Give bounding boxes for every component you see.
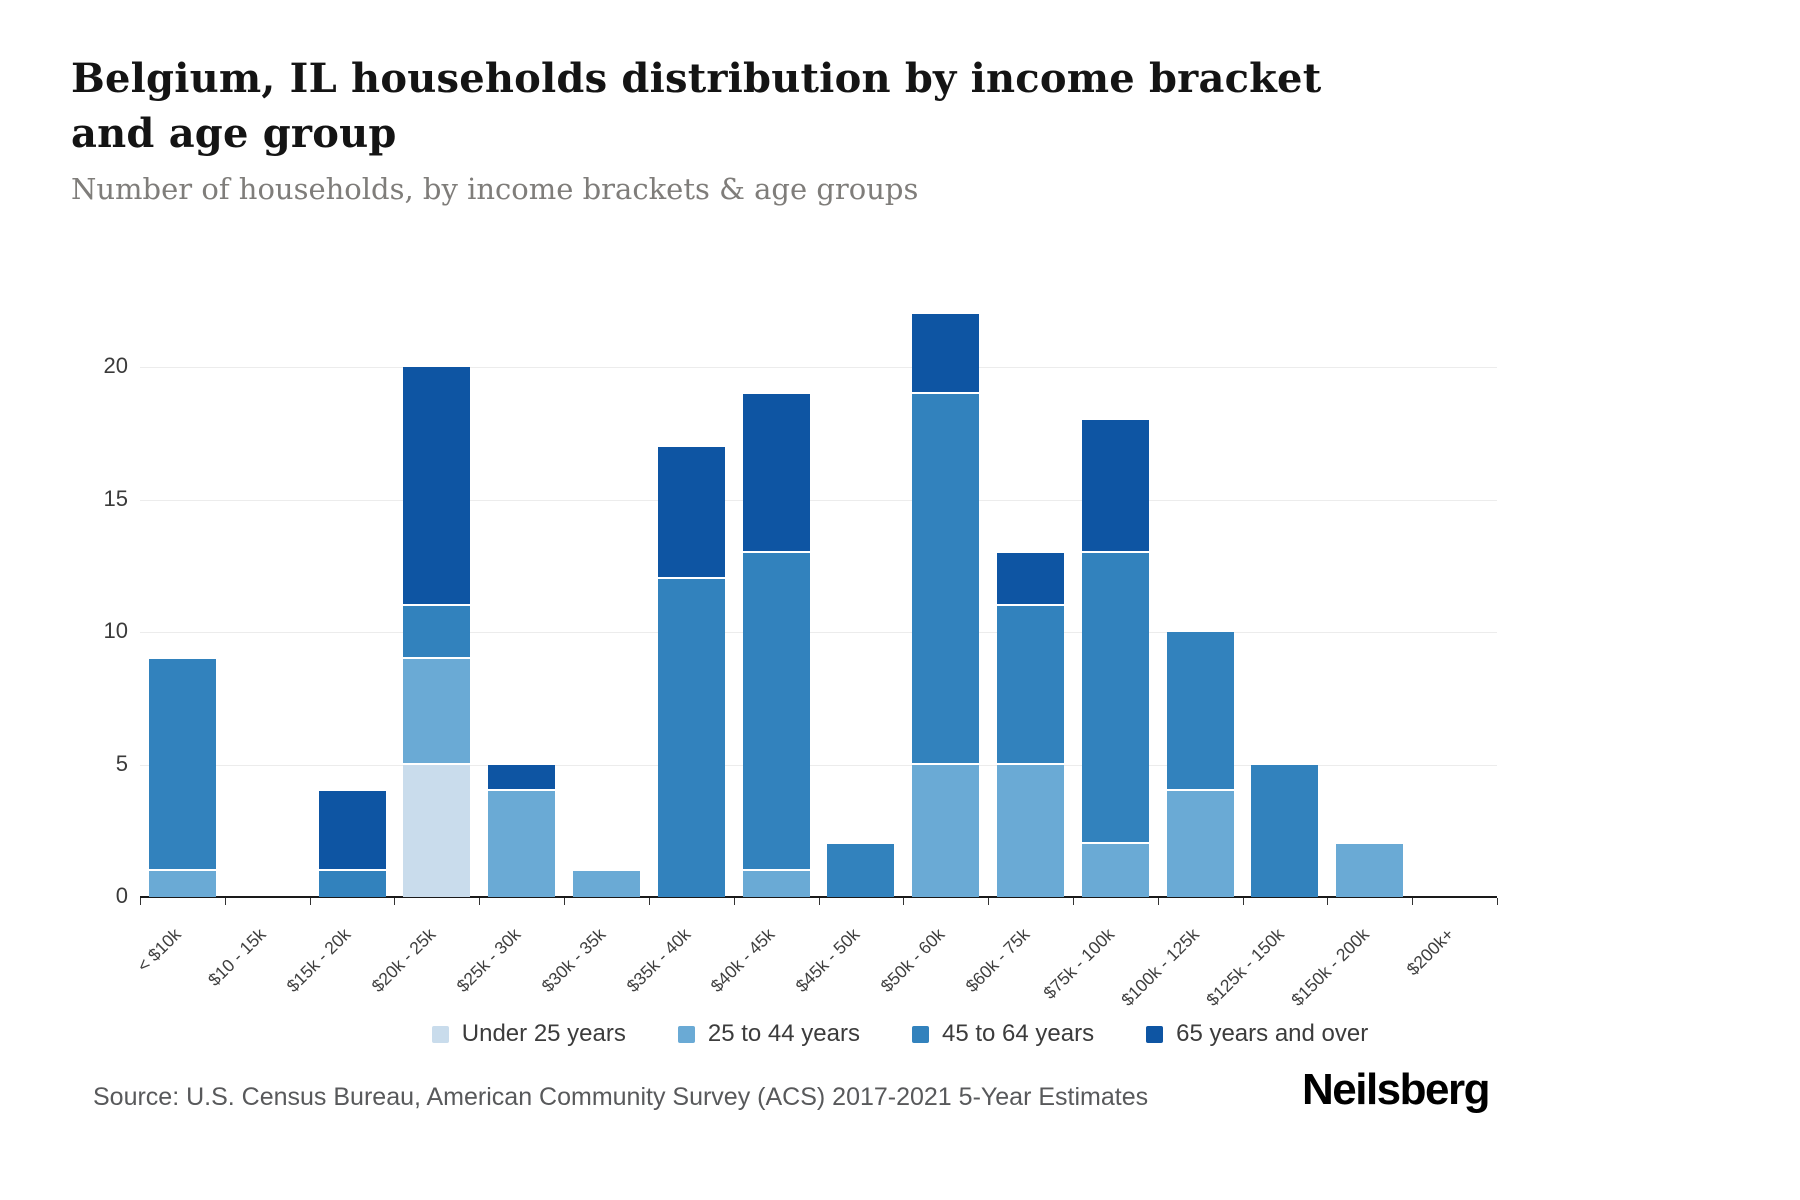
bar-segment[interactable]	[403, 605, 471, 659]
y-axis-tick-label: 20	[103, 353, 128, 378]
x-axis-tick-label: $20k - 25k	[367, 924, 440, 997]
bar-segment[interactable]	[1081, 420, 1149, 553]
legend-label: 65 years and over	[1176, 1020, 1369, 1047]
bar-segment[interactable]	[1336, 844, 1404, 897]
source-note: Source: U.S. Census Bureau, American Com…	[93, 1083, 1149, 1111]
x-axis-tick-label: $15k - 20k	[282, 924, 355, 997]
y-axis-tick-label: 10	[103, 618, 128, 643]
gridline	[140, 764, 1497, 766]
bar-segment[interactable]	[318, 870, 386, 897]
bar-segment[interactable]	[997, 552, 1065, 606]
x-axis-tick	[309, 898, 311, 905]
bar-segment[interactable]	[1081, 844, 1149, 897]
x-axis-tick	[479, 898, 481, 905]
bar-segment[interactable]	[742, 393, 810, 553]
bar-segment[interactable]	[997, 764, 1065, 897]
x-axis-tick	[733, 898, 735, 905]
bar-segment[interactable]	[912, 393, 980, 765]
neilsberg-logo: Neilsberg	[1301, 1065, 1491, 1114]
bar-segment[interactable]	[403, 658, 471, 765]
x-axis-tick-label: $75k - 100k	[1039, 924, 1119, 1003]
bar-segment[interactable]	[403, 764, 471, 897]
x-axis-tick-label: $25k - 30k	[452, 924, 525, 997]
x-axis-tick	[394, 898, 396, 905]
x-axis-tick	[1242, 898, 1244, 905]
legend-swatch-icon	[1146, 1025, 1164, 1043]
x-axis-tick-label: $100k - 125k	[1117, 924, 1203, 1010]
bar-segment[interactable]	[318, 791, 386, 871]
bar-segment[interactable]	[657, 446, 725, 579]
bar-segment[interactable]	[403, 367, 471, 606]
gridline	[140, 367, 1497, 368]
x-axis-tick-label: $50k - 60k	[876, 924, 949, 997]
x-axis-tick	[1497, 898, 1498, 905]
x-axis-tick	[564, 898, 566, 905]
x-axis-tick	[1157, 898, 1159, 905]
x-axis-tick-label: $150k - 200k	[1286, 924, 1373, 1010]
bar-segment[interactable]	[1166, 791, 1234, 897]
legend-label: 25 to 44 years	[707, 1020, 860, 1047]
legend-item[interactable]: 45 to 64 years	[911, 1020, 1095, 1048]
x-axis-tick	[140, 898, 141, 905]
legend-label: Under 25 years	[461, 1020, 626, 1047]
bar-segment[interactable]	[1166, 632, 1234, 791]
bar-segment[interactable]	[827, 844, 895, 897]
legend-swatch-icon	[677, 1025, 695, 1043]
bar-segment[interactable]	[488, 764, 556, 791]
legend-item[interactable]: 25 to 44 years	[677, 1020, 860, 1048]
bar-segment[interactable]	[912, 314, 980, 394]
x-axis-tick	[818, 898, 820, 905]
legend-item[interactable]: Under 25 years	[431, 1020, 626, 1048]
bar-segment[interactable]	[997, 605, 1065, 765]
x-axis-line	[140, 896, 1497, 898]
chart-legend: Under 25 years 25 to 44 years 45 to 64 yea…	[160, 1012, 1640, 1056]
y-axis-tick-label: 0	[115, 883, 128, 908]
x-axis-tick	[1072, 898, 1074, 905]
x-axis-tick-label: $30k - 35k	[537, 924, 610, 997]
bar-segment[interactable]	[657, 579, 725, 897]
bar-segment[interactable]	[148, 658, 216, 871]
x-axis-tick-label: $60k - 75k	[961, 924, 1034, 997]
gridline	[140, 499, 1497, 501]
chart-title: Belgium, IL households distribution by i…	[71, 55, 1322, 157]
x-axis-tick-label: $45k - 50k	[791, 924, 864, 997]
x-axis-tick-label: $125k - 150k	[1201, 924, 1288, 1010]
bar-segment[interactable]	[148, 870, 216, 897]
x-axis-tick	[1327, 898, 1329, 905]
bar-segment[interactable]	[742, 552, 810, 871]
legend-swatch-icon	[911, 1025, 929, 1043]
x-axis-tick-label: $200k+	[1402, 924, 1458, 980]
bar-segment[interactable]	[572, 870, 640, 897]
x-axis-tick-label: $35k - 40k	[622, 924, 694, 997]
x-axis-tick-label: < $10k	[133, 924, 186, 976]
y-axis-tick-label: 15	[103, 485, 128, 511]
x-axis-tick	[1412, 898, 1414, 905]
x-axis-tick	[224, 898, 226, 905]
bar-segment[interactable]	[488, 791, 556, 897]
gridline	[140, 632, 1497, 633]
bar-segment[interactable]	[1081, 552, 1149, 844]
bar-segment[interactable]	[1251, 764, 1319, 897]
x-axis-tick	[648, 898, 650, 905]
y-axis-tick-label: 5	[115, 750, 128, 776]
x-axis-tick	[988, 898, 990, 905]
x-axis-tick-label: $10 - 15k	[204, 924, 270, 990]
legend-label: 45 to 64 years	[941, 1020, 1095, 1047]
bar-segment[interactable]	[742, 870, 810, 897]
bar-segment[interactable]	[912, 764, 980, 897]
legend-item[interactable]: 65 years and over	[1146, 1020, 1368, 1048]
chart-subtitle: Number of households, by income brackets…	[71, 172, 919, 206]
legend-swatch-icon	[431, 1025, 449, 1043]
x-axis-tick-label: $40k - 45k	[706, 924, 779, 997]
x-axis-tick	[903, 898, 905, 905]
